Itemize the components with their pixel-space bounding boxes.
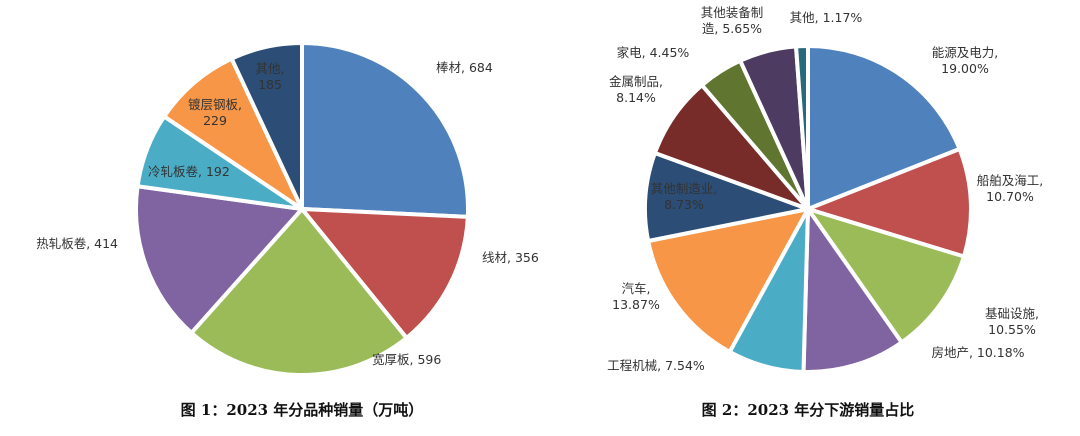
chart-1-caption: 图 1：2023 年分品种销量（万吨） [181,401,424,419]
chart-2-data-label-8: 家电, 4.45% [617,45,690,60]
pie-chart-product-sales: 棒材, 684 线材, 356 宽厚板, 596 热轧板卷, 414 冷轧板卷, 192… [36,41,539,377]
chart-2-data-label-1: 船舶及海工, 10.70% [977,173,1043,204]
chart-2-slice-5 [646,207,810,354]
chart-2-data-label-2: 基础设施, 10.55% [985,306,1039,337]
chart-1-slice-3 [134,184,304,335]
chart-1-slice-1 [300,207,470,340]
chart-1-data-label-1: 线材, 356 [482,250,539,265]
chart-1-slice-2 [189,207,409,377]
chart-2-data-label-4: 工程机械, 7.54% [607,358,705,373]
chart-2-slice-0 [806,44,962,211]
chart-1-data-label-0: 棒材, 684 [436,60,493,75]
chart-2-data-label-6: 其他制造业, 8.73% [651,181,717,212]
chart-2-data-label-5: 汽车, 13.87% [612,281,660,312]
chart-1-slice-6 [229,41,304,211]
chart-2-data-label-7: 金属制品, 8.14% [609,74,663,105]
chart-2-data-label-3: 房地产, 10.18% [931,345,1024,360]
chart-2-data-label-10: 其他, 1.17% [790,10,863,25]
chart-1-data-label-4: 冷轧板卷, 192 [148,164,230,179]
chart-1-data-label-5: 镀层钢板, 229 [188,97,242,128]
chart-2-caption: 图 2：2023 年分下游销量占比 [702,401,915,419]
chart-2-slice-3 [801,207,904,374]
chart-2-slice-1 [806,147,973,259]
chart-2-slice-2 [806,207,966,345]
chart-2-data-label-9: 其他装备制造, 5.65% [701,5,764,36]
chart-1-data-label-6: 其他, 185 [256,61,285,92]
pie-chart-downstream-share: 能源及电力, 19.00% 船舶及海工, 10.70% 基础设施, 10.55% 房地产, … [607,5,1043,374]
chart-1-data-label-2: 宽厚板, 596 [372,352,441,367]
chart-2-slice-10 [794,44,810,211]
chart-1-data-label-3: 热轧板卷, 414 [36,236,118,251]
chart-2-data-label-0: 能源及电力, 19.00% [932,45,998,76]
chart-1-slice-0 [300,41,470,219]
